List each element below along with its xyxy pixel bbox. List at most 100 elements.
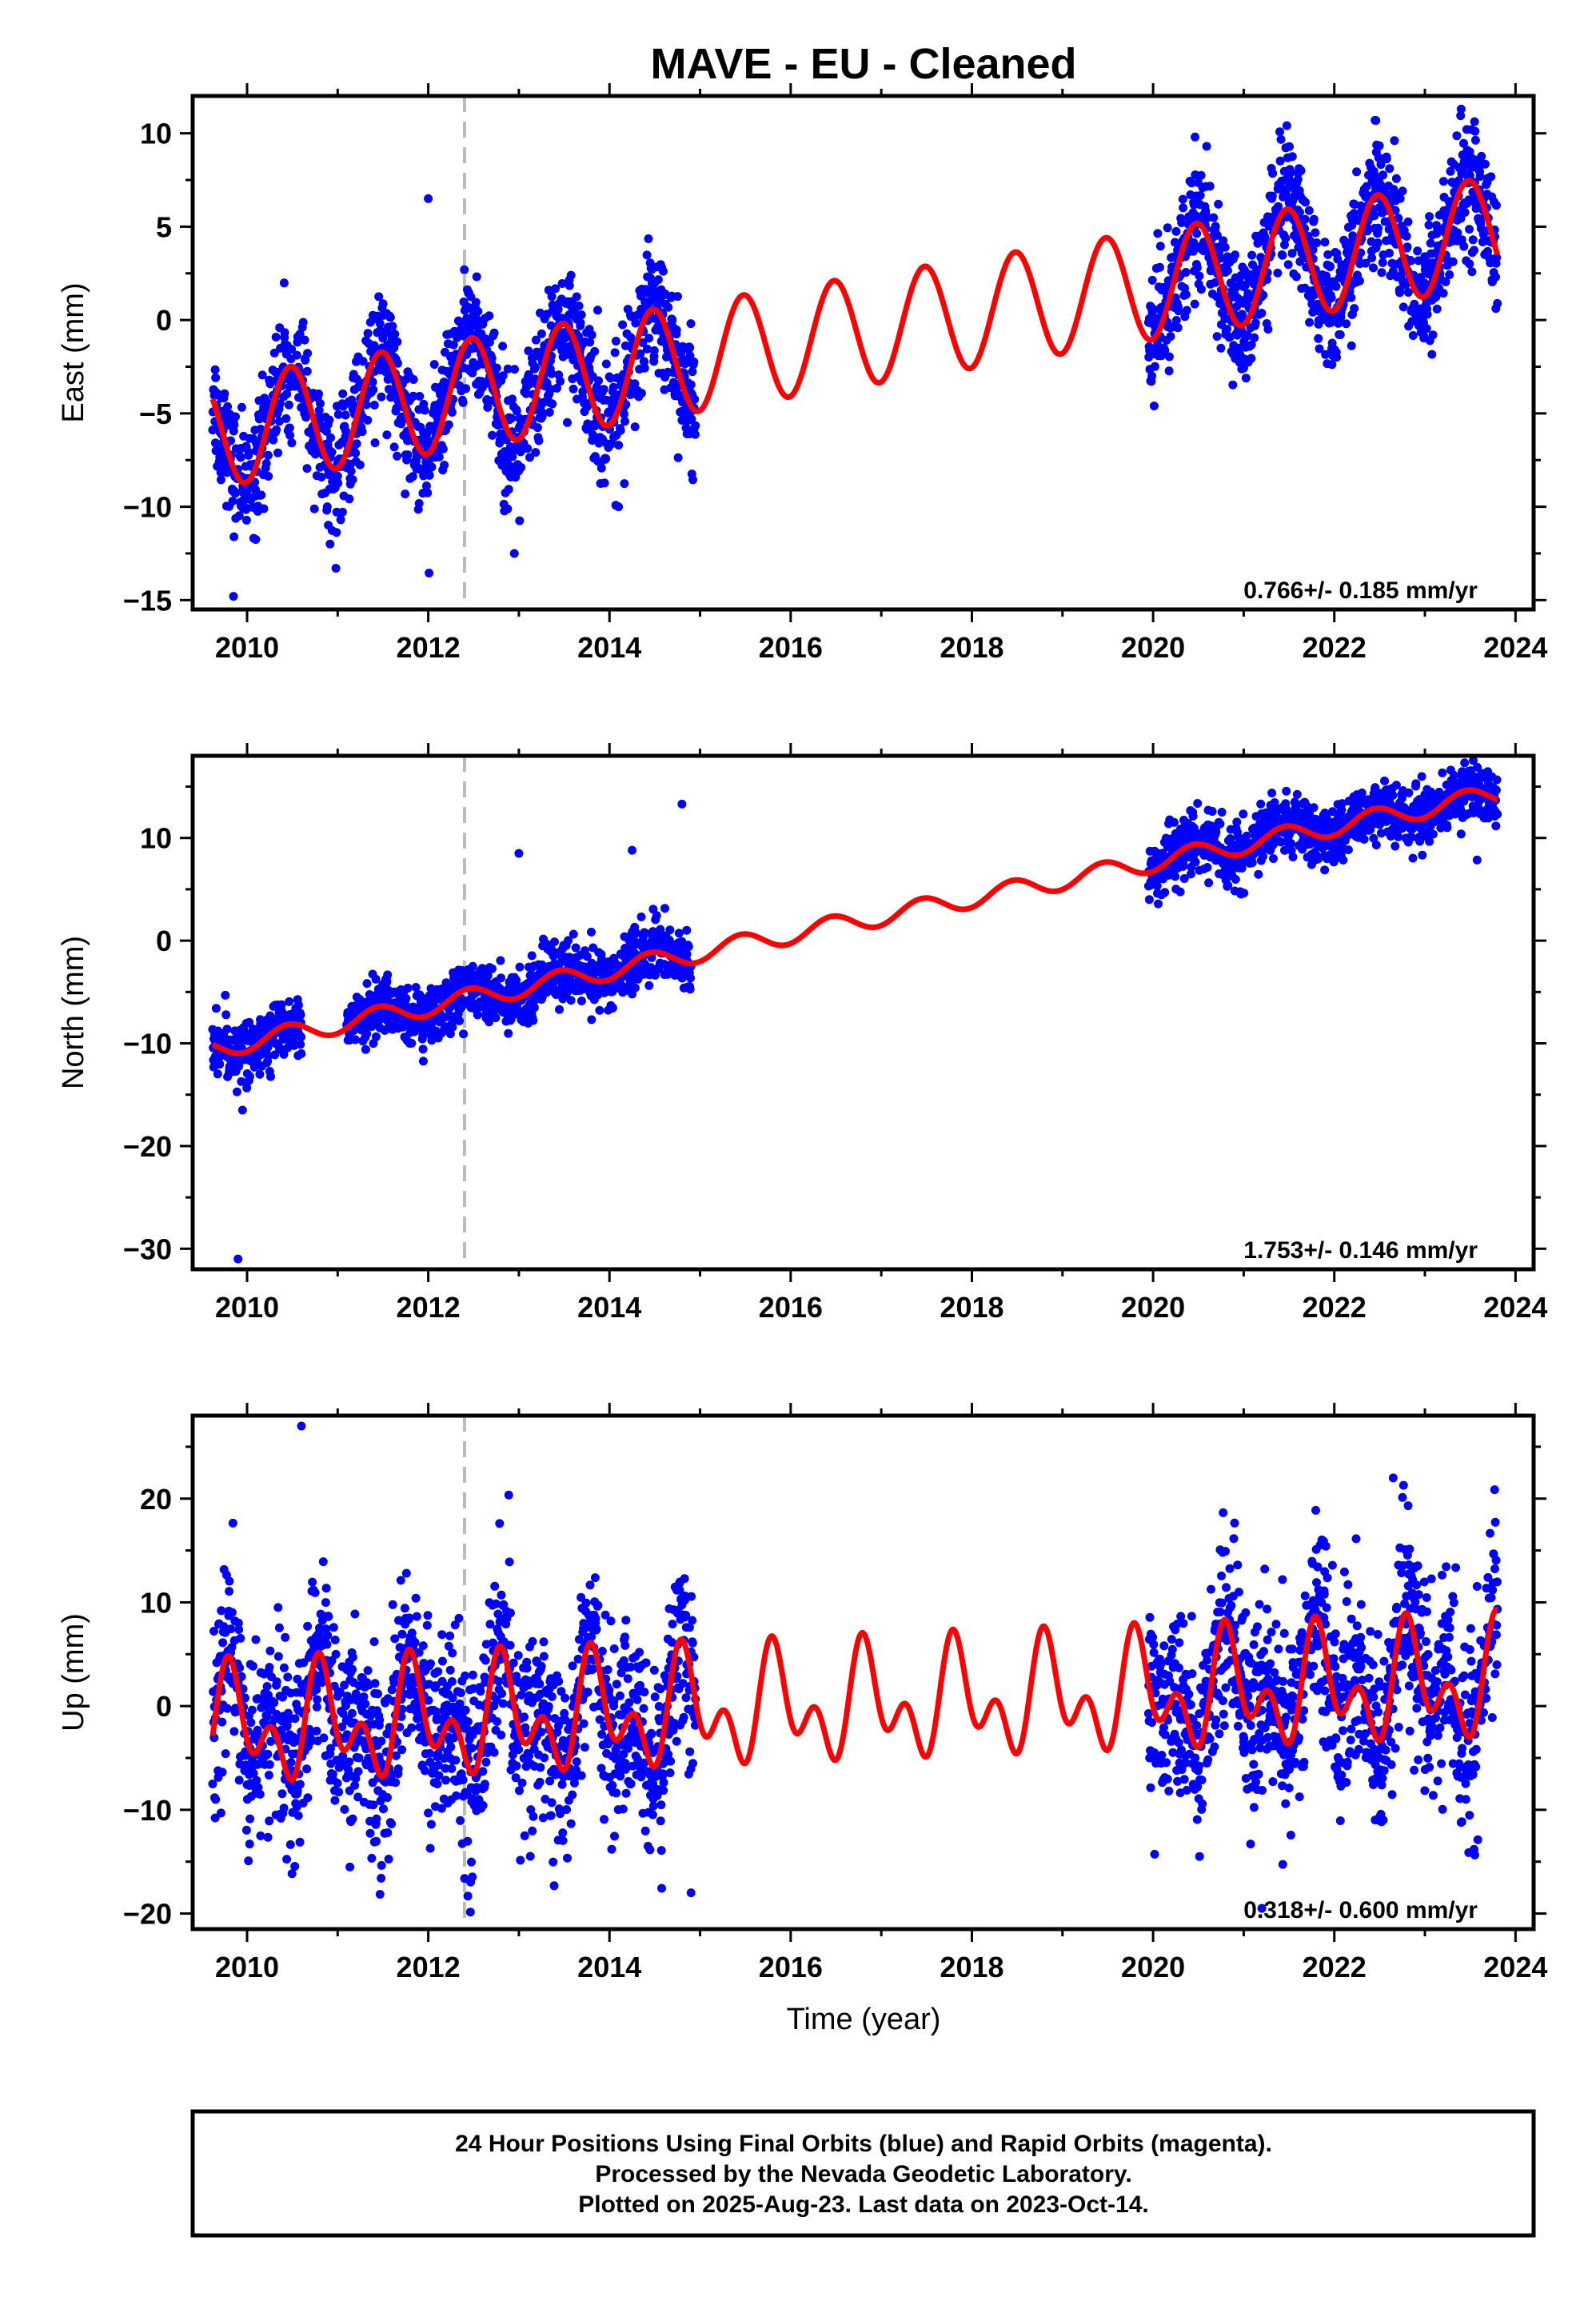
observation-point: [653, 275, 663, 285]
observation-point: [1275, 127, 1284, 137]
observation-point: [317, 473, 326, 481]
observation-outlier: [237, 1105, 247, 1115]
observation-point: [508, 452, 517, 461]
observation-point: [1411, 779, 1421, 789]
observation-point: [377, 392, 386, 401]
observation-point: [448, 1022, 457, 1032]
observation-point: [1394, 214, 1403, 223]
observation-point: [460, 265, 469, 274]
observation-point: [1211, 278, 1220, 287]
observation-point: [565, 281, 574, 290]
observation-point: [1433, 226, 1442, 234]
observation-point: [418, 1045, 428, 1054]
observation-outlier: [1371, 115, 1380, 125]
observation-point: [245, 1017, 254, 1027]
observation-point: [689, 358, 699, 366]
observation-point: [1417, 772, 1426, 781]
observation-point: [265, 379, 275, 389]
observation-point: [1350, 304, 1359, 314]
observation-point: [1287, 249, 1297, 258]
observation-point: [368, 378, 377, 387]
observation-point: [1323, 250, 1333, 259]
observation-point: [296, 1040, 305, 1049]
observation-point: [672, 326, 681, 334]
observation-point: [1320, 238, 1330, 247]
observation-point: [1453, 228, 1462, 238]
observation-point: [1154, 899, 1163, 909]
observation-point: [1402, 231, 1411, 241]
observation-point: [658, 266, 668, 276]
observation-point: [515, 516, 525, 525]
observation-point: [1394, 832, 1403, 841]
observation-point: [1388, 790, 1398, 800]
observation-point: [1370, 211, 1379, 221]
observation-point: [473, 306, 483, 316]
observation-point: [1431, 292, 1441, 302]
x-tick-label: 2020: [1121, 631, 1185, 664]
observation-point: [429, 360, 439, 370]
observation-point: [608, 382, 618, 392]
observation-point: [1178, 194, 1187, 204]
observation-point: [508, 394, 517, 404]
observation-point: [690, 394, 700, 404]
observation-point: [1204, 878, 1214, 888]
observation-point: [296, 1010, 305, 1020]
observation-point: [221, 1749, 230, 1759]
observation-point: [1361, 258, 1371, 268]
observation-point: [1491, 821, 1501, 831]
observation-point: [618, 320, 628, 330]
observation-point: [1291, 272, 1301, 282]
observation-point: [1192, 229, 1202, 238]
observation-point: [269, 435, 278, 445]
observation-point: [1231, 250, 1240, 260]
observation-point: [321, 426, 331, 436]
observation-point: [1327, 360, 1337, 370]
observation-point: [281, 413, 291, 423]
observation-point: [1327, 338, 1337, 348]
observation-point: [326, 433, 335, 442]
observation-point: [447, 408, 457, 417]
observation-point: [1196, 170, 1206, 180]
observation-point: [302, 464, 312, 473]
observation-point: [1275, 156, 1285, 166]
observation-point: [390, 330, 400, 339]
observation-point: [529, 1016, 538, 1025]
observation-point: [1480, 159, 1490, 169]
observation-point: [644, 234, 653, 243]
observation-point: [1391, 174, 1401, 183]
observation-point: [245, 1072, 254, 1081]
observation-point: [1375, 141, 1384, 150]
observation-point: [1232, 817, 1242, 827]
observation-point: [333, 471, 342, 481]
observation-point: [1188, 812, 1198, 821]
observation-point: [1315, 344, 1324, 354]
y-tick-label: 10: [140, 118, 172, 150]
observation-point: [665, 925, 675, 935]
observation-point: [236, 453, 245, 462]
observation-point: [674, 929, 684, 938]
observation-point: [553, 383, 561, 393]
observation-point: [487, 354, 497, 363]
observation-point: [1470, 117, 1479, 126]
observation-point: [213, 1069, 222, 1079]
observation-point: [1149, 401, 1159, 411]
observation-point: [644, 334, 654, 343]
observation-point: [531, 362, 540, 372]
observation-point: [222, 1704, 232, 1713]
observation-point: [556, 377, 565, 386]
observation-point: [1403, 288, 1413, 297]
observation-point: [492, 363, 501, 373]
observation-point: [1181, 290, 1191, 299]
observation-point: [1390, 136, 1399, 146]
observation-point: [1438, 768, 1447, 777]
observation-point: [1448, 257, 1458, 266]
observation-point: [352, 439, 361, 449]
observation-point: [673, 292, 682, 302]
observation-point: [1331, 282, 1341, 291]
observation-point: [1214, 199, 1223, 209]
observation-point: [378, 299, 388, 309]
observation-point: [407, 1038, 417, 1048]
y-tick-label: −10: [123, 491, 172, 524]
observation-point: [503, 364, 513, 374]
observation-point: [1305, 318, 1315, 327]
